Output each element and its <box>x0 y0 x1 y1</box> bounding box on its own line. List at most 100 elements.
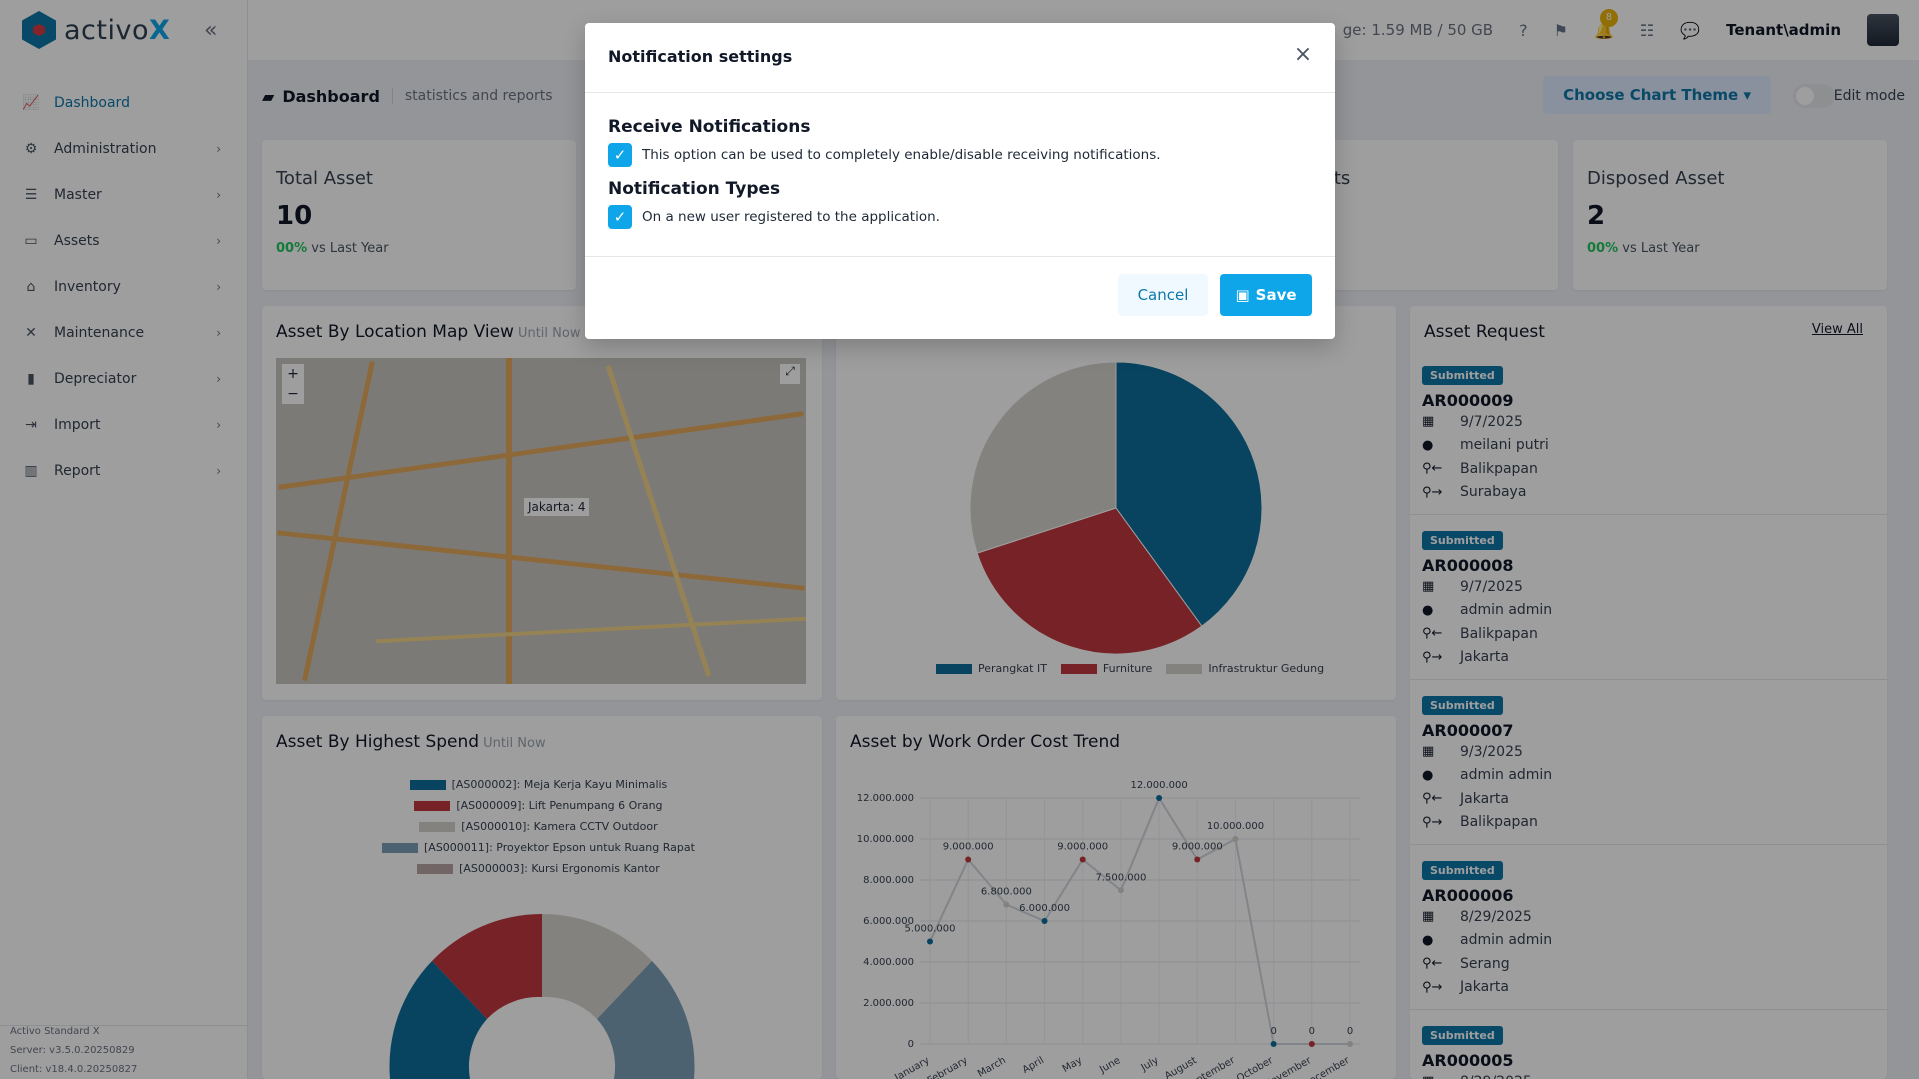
sidebar-item-assets[interactable]: ▭ Assets › <box>0 218 247 264</box>
sidebar-item-maintenance[interactable]: ✕ Maintenance › <box>0 310 247 356</box>
data-point[interactable] <box>1156 795 1163 801</box>
request-list: Submitted AR000009 ▦ 9/7/2025 ● meilani putri… <box>1410 350 1887 1079</box>
pie-slice[interactable] <box>1115 361 1263 627</box>
status-badge: Submitted <box>1422 696 1503 715</box>
section-title-types: Notification Types <box>608 179 781 199</box>
sidebar-item-label: Report <box>54 463 101 479</box>
data-label: 5.000.000 <box>905 924 956 935</box>
location-map[interactable]: Jakarta: 4 + − ⤢ <box>276 358 806 684</box>
close-icon[interactable]: × <box>1293 42 1313 67</box>
request-to: ⚲→ Surabaya <box>1422 484 1527 501</box>
pie-slice[interactable] <box>976 507 1203 655</box>
new-user-registered-checkbox[interactable]: ✓ <box>608 205 632 229</box>
request-item[interactable]: Submitted AR000007 ▦ 9/3/2025 ● admin admin ⚲←… <box>1410 680 1887 845</box>
data-point[interactable] <box>1041 918 1048 924</box>
avatar[interactable] <box>1867 14 1899 46</box>
view-all-link[interactable]: View All <box>1811 322 1863 337</box>
data-point[interactable] <box>1194 856 1201 863</box>
chat-icon[interactable]: 💬 <box>1680 20 1701 40</box>
sidebar-item-label: Administration <box>54 141 157 157</box>
data-label: 9.000.000 <box>943 842 994 853</box>
fullscreen-icon[interactable]: ⤢ <box>780 364 800 384</box>
calendar-icon: ▦ <box>1422 414 1435 430</box>
legend-item[interactable]: Furniture <box>1060 662 1152 675</box>
data-point[interactable] <box>1003 901 1010 908</box>
request-code: AR000006 <box>1422 886 1514 905</box>
sidebar-item-depreciator[interactable]: ▮ Depreciator › <box>0 356 247 402</box>
legend-item[interactable]: Perangkat IT <box>936 662 1047 675</box>
sidebar-item-dashboard[interactable]: 📈 Dashboard <box>0 80 247 126</box>
chart-bar-icon: ▥ <box>24 463 38 479</box>
stat-card-disposed-asset: Disposed Asset 2 00% vs Last Year <box>1573 140 1887 290</box>
calendar-icon: ▦ <box>1422 1074 1460 1079</box>
donut-slice[interactable] <box>542 914 652 1019</box>
request-date: ▦8/29/2025 <box>1422 1070 1875 1079</box>
new-user-registered-option: ✓ On a new user registered to the applic… <box>608 205 1312 229</box>
donut-chart <box>389 914 695 1079</box>
request-item[interactable]: Submitted AR000008 ▦ 9/7/2025 ● admin admin ⚲←… <box>1410 515 1887 680</box>
brand-name: activoX <box>64 14 171 46</box>
calendar-icon: ▦ <box>1422 909 1435 925</box>
request-item[interactable]: Submitted AR000005▦8/29/2025 <box>1410 1010 1887 1079</box>
save-button[interactable]: ▣ Save <box>1220 274 1312 316</box>
card-title: Asset Request <box>1424 322 1545 342</box>
data-point[interactable] <box>927 938 933 945</box>
sidebar-item-report[interactable]: ▥ Report › <box>0 448 247 494</box>
bell-icon[interactable]: 🔔 8 <box>1594 8 1618 40</box>
data-point[interactable] <box>965 856 972 863</box>
legend-item[interactable]: [AS000011]: Proyektor Epson untuk Ruang … <box>382 841 695 854</box>
sidebar-item-administration[interactable]: ⚙ Administration › <box>0 126 247 172</box>
collapse-sidebar-icon[interactable]: « <box>204 18 218 43</box>
user-icon: ● <box>1422 932 1434 948</box>
request-item[interactable]: Submitted AR000009 ▦ 9/7/2025 ● meilani putri… <box>1410 350 1887 515</box>
donut-slice[interactable] <box>597 961 695 1079</box>
stat-value: 2 <box>1587 201 1606 231</box>
sidebar-item-inventory[interactable]: ⌂ Inventory › <box>0 264 247 310</box>
donut-slice[interactable] <box>432 914 542 1019</box>
sidebar-item-master[interactable]: ☰ Master › <box>0 172 247 218</box>
request-code: AR000009 <box>1422 391 1514 410</box>
location-to-icon: ⚲→ <box>1422 484 1443 500</box>
user-name[interactable]: Tenant\admin <box>1726 21 1841 39</box>
help-icon[interactable]: ? <box>1519 20 1528 40</box>
logo[interactable]: activoX <box>0 0 247 60</box>
flag-icon[interactable]: ⚑ <box>1553 20 1568 40</box>
cancel-button[interactable]: Cancel <box>1118 274 1208 316</box>
sidebar-item-import[interactable]: ⇥ Import › <box>0 402 247 448</box>
sidebar-item-label: Dashboard <box>54 95 130 111</box>
legend-item[interactable]: [AS000003]: Kursi Ergonomis Kantor <box>417 862 660 875</box>
section-title-receive: Receive Notifications <box>608 117 811 137</box>
data-point[interactable] <box>1079 856 1086 863</box>
map-zoom-controls[interactable]: + − <box>282 364 304 404</box>
location-to-icon: ⚲→ <box>1422 979 1443 995</box>
data-point[interactable] <box>1232 836 1239 842</box>
client-version: Client: v18.4.0.20250827 <box>10 1064 138 1075</box>
edit-mode-toggle[interactable] <box>1793 84 1835 108</box>
data-label: 9.000.000 <box>1057 842 1108 853</box>
data-point[interactable] <box>1308 1041 1315 1047</box>
trash-icon: ▮ <box>27 371 35 387</box>
user-icon: ● <box>1422 767 1434 783</box>
map-marker-label[interactable]: Jakarta: 4 <box>524 498 590 516</box>
legend-item[interactable]: [AS000002]: Meja Kerja Kayu Minimalis <box>409 778 667 791</box>
donut-slice[interactable] <box>389 961 487 1079</box>
pie-slice[interactable] <box>969 361 1117 554</box>
legend-item[interactable]: [AS000010]: Kamera CCTV Outdoor <box>419 820 658 833</box>
task-list-icon[interactable]: ☷ <box>1639 20 1655 40</box>
request-date: ▦8/29/2025 <box>1422 908 1532 925</box>
chevron-right-icon: › <box>216 188 221 202</box>
data-point[interactable] <box>1270 1041 1277 1047</box>
legend-item[interactable]: Infrastruktur Gedung <box>1166 662 1324 675</box>
legend-item[interactable]: [AS000009]: Lift Penumpang 6 Orang <box>414 799 663 812</box>
notification-settings-dialog: Notification settings × Receive Notifica… <box>585 23 1335 339</box>
data-point[interactable] <box>1347 1041 1353 1047</box>
location-from-icon: ⚲← <box>1422 956 1443 972</box>
data-point[interactable] <box>1117 887 1124 894</box>
request-user: ● admin admin <box>1422 602 1553 619</box>
status-badge: Submitted <box>1422 366 1503 385</box>
line-chart: 0 2.000.000 4.000.000 6.000.000 8.000.000 10.… <box>857 780 1360 1079</box>
receive-notifications-checkbox[interactable]: ✓ <box>608 143 632 167</box>
request-item[interactable]: Submitted AR000006 ▦ 8/29/2025 ● admin admin ⚲… <box>1410 845 1887 1010</box>
chart-theme-dropdown[interactable]: Choose Chart Theme ▾ <box>1543 76 1771 114</box>
data-label: 0 <box>1347 1026 1353 1037</box>
